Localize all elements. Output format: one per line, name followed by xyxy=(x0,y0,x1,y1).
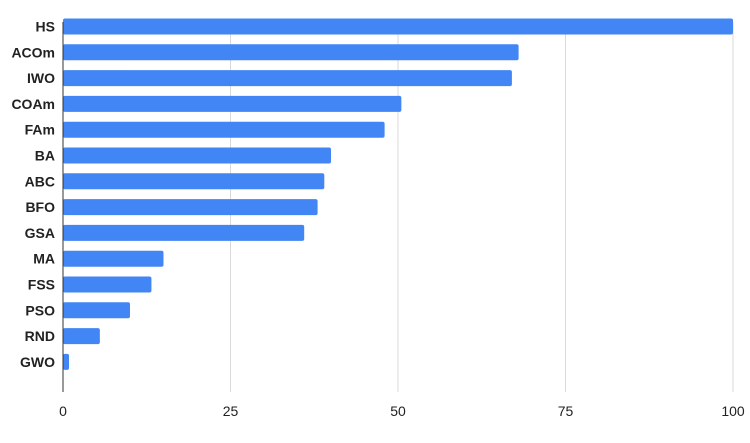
bar-acom xyxy=(63,44,519,61)
bar-ma xyxy=(63,250,164,267)
category-label: BA xyxy=(35,148,55,164)
x-tick-label: 75 xyxy=(558,403,574,419)
bar-ba xyxy=(63,147,331,164)
bar-rnd xyxy=(63,328,100,345)
category-label: ACOm xyxy=(11,44,55,60)
x-tick-labels: 0 25 50 75 100 xyxy=(59,403,745,419)
bar-abc xyxy=(63,173,325,190)
x-tick-label: 100 xyxy=(721,403,745,419)
x-tick-label: 0 xyxy=(59,403,67,419)
bar-fss xyxy=(63,276,152,293)
bar-bfo xyxy=(63,199,318,216)
category-label: ABC xyxy=(25,173,55,189)
x-tick-label: 50 xyxy=(390,403,406,419)
bar-fam xyxy=(63,121,385,138)
bar-iwo xyxy=(63,70,512,87)
category-label: BFO xyxy=(25,199,55,215)
bar-coam xyxy=(63,95,402,112)
bars xyxy=(63,18,733,370)
category-label: FSS xyxy=(28,277,55,293)
category-label: GWO xyxy=(20,354,55,370)
bar-pso xyxy=(63,302,130,319)
category-label: HS xyxy=(36,19,55,35)
bar-gsa xyxy=(63,224,305,241)
bar-hs xyxy=(63,18,733,35)
bar-gwo xyxy=(63,353,70,370)
category-label: COAm xyxy=(11,96,55,112)
category-label: MA xyxy=(33,251,55,267)
x-tick-label: 25 xyxy=(223,403,239,419)
category-label: RND xyxy=(25,328,55,344)
category-label: PSO xyxy=(25,302,55,318)
category-label: GSA xyxy=(25,225,55,241)
category-label: FAm xyxy=(25,122,55,138)
category-labels: HS ACOm IWO COAm FAm BA ABC BFO GSA MA FSS PSO RND GW… xyxy=(11,19,55,370)
category-label: IWO xyxy=(27,70,55,86)
